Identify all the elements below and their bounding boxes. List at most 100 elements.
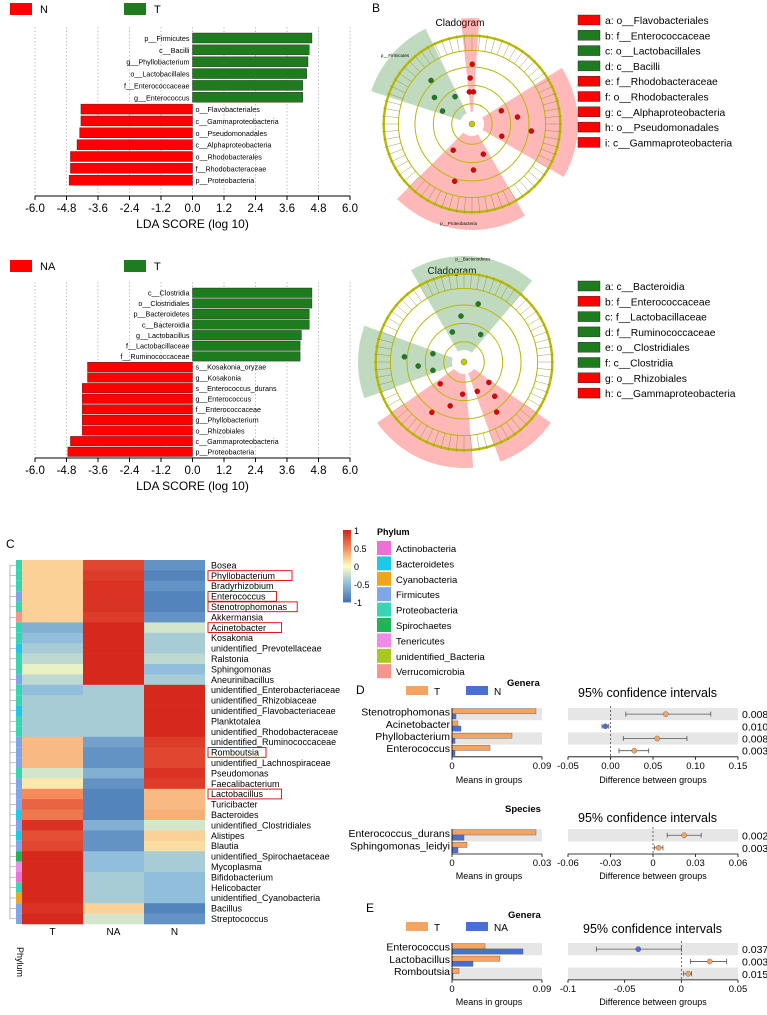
clado-top-node-2-0 [498,108,505,114]
lda-bottom-bar-label-11: f__Enterococcaceae [196,405,262,414]
clado-top-spoke-20 [456,196,460,213]
clado-bottom-node-1-0 [430,367,436,374]
lda-bottom-x-tick-label-3: -2.4 [120,465,140,477]
heatmap-row-label-31: Helicobacter [211,883,261,893]
heatmap-cell-34-2 [144,913,205,925]
clado-top-node-1-2 [469,61,476,67]
lda-top-x-tick-label-8: 3.6 [279,203,295,215]
ci-genera-d-legend-swatch-0 [406,686,428,695]
clado-top-spoke-22 [440,193,448,209]
heatmap-phylum-cell-12 [16,684,22,696]
heatmap-cell-7-0 [22,632,83,644]
clado-top-node-0-0 [439,108,446,114]
lda-bottom-bar-8 [87,372,193,383]
clado-bottom-root [460,358,468,366]
clado-bottom-spoke-5 [530,392,546,401]
heatmap-phylum-cell-7 [16,632,22,644]
clado-top-spoke-3 [543,142,560,148]
ci-genera-e-ci-band-2 [568,967,738,980]
clado-bottom-spoke-2 [536,374,553,378]
clado-bottom-spoke-15 [482,433,488,450]
ci-genera-d-ci-x-tick-label-1: 0.00 [601,761,620,772]
heatmap-colorbar-step-1 [343,532,351,535]
clado-bottom-spoke-29 [390,404,404,414]
heatmap-row-label-32: unidentified_Cyanobacteria [211,893,320,903]
heatmap-phylum-cell-32 [16,892,22,904]
lda-bottom-x-tick-label-5: 0.0 [185,465,201,477]
clado-bottom-spoke-65 [524,310,538,320]
ci-genera-e-bar-x-tick-label-0: 0 [449,984,454,995]
heatmap-cell-27-1 [83,840,144,852]
heatmap-cell-34-1 [83,913,144,925]
clado-bottom-node-3-0 [459,391,466,397]
heatmap-row-label-26: Alistipes [211,831,245,841]
lda-bottom-bar-7 [87,362,193,372]
clado-top-spoke-47 [420,50,430,64]
clado-top-spoke-56 [484,35,488,52]
clado-bottom-spoke-17 [470,435,473,452]
heatmap-phylum-cell-19 [16,757,22,768]
clado-top-spoke-35 [382,130,399,133]
phylum-legend-label-0: Actinobacteria [396,544,457,555]
heatmap-cell-16-2 [144,726,205,738]
clado-bottom-sector-label-0: p__Bacteroidetes [455,256,491,261]
clado-top-legend-label-6: g: c__Alphaproteobacteria [605,108,725,119]
clado-bottom-ring-0 [443,341,485,383]
clado-top-spoke-42 [393,78,409,88]
heatmap-phylum-cell-0 [16,560,22,571]
clado-bottom-node-3-3 [437,381,444,387]
heatmap-colorbar-step-11 [343,552,351,555]
lda-bottom-legend-swatch-0 [10,260,32,272]
panel-label-c: C [6,537,15,551]
lda-top-x-tick-label-3: -2.4 [120,203,140,215]
heatmap-colorbar-step-32 [343,594,351,597]
heatmap-colorbar-tick-4: -1 [354,598,362,608]
heatmap-cell-31-1 [83,882,144,894]
heatmap-colorbar-step-29 [343,588,351,591]
clado-top-legend-swatch-0 [577,14,601,26]
clado-bottom-spoke-12 [500,425,510,441]
clado-top-spoke-24 [426,187,436,203]
lda-bottom-x-tick-label-2: -3.6 [88,465,108,477]
clado-top-node-3-3 [450,147,456,153]
heatmap-cell-30-2 [144,872,205,883]
clado-top-spoke-19 [463,197,466,214]
clado-top-legend-label-4: e: f__Rhodobacteraceae [605,77,718,88]
heatmap-cell-28-2 [144,851,205,862]
clado-bottom-node-1-1 [415,363,421,369]
heatmap-cell-14-2 [144,705,205,717]
heatmap-cell-10-1 [83,664,144,675]
ci-genera-d-bar-T-0 [451,708,537,715]
heatmap-cell-31-2 [144,882,205,894]
ci-genera-e-ci-x-tick-label-0: -0.1 [560,984,576,995]
clado-bottom-legend-label-4: e: o__Clostridiales [605,343,690,354]
clado-top-spoke-26 [413,180,425,194]
heatmap-colorbar-tick-2: 0 [354,562,359,572]
heatmap-row-label-2: Bradyrhizobium [211,581,274,591]
heatmap-row-highlight-6 [207,622,283,633]
heatmap-cell-24-1 [83,809,144,821]
clado-bottom-spoke-69 [535,338,552,344]
heatmap-cell-13-1 [83,695,144,706]
clado-top-spoke-38 [383,108,400,112]
clado-bottom-sector-0 [411,255,533,353]
clado-top-sector-label-3: p__Proteobacteria [440,221,477,226]
clado-top-spoke-29 [398,166,412,176]
heatmap-cell-26-0 [22,830,83,842]
lda-bottom-x-tick-label-6: 1.2 [216,465,232,477]
clado-top-spoke-39 [384,100,401,106]
clado-top-legend-swatch-4 [577,75,601,87]
heatmap-cell-29-1 [83,861,144,873]
heatmap-phylum-cell-26 [16,830,22,841]
clado-top-title: Cladogram [436,18,485,29]
heatmap-cell-7-1 [83,632,144,644]
clado-top-legend-label-5: f: o__Rhodobacterales [605,93,709,104]
clado-top-legend-swatch-5 [577,91,601,102]
ci-genera-d-ci-x-tick-label-0: -0.05 [557,761,579,772]
heatmap-row-label-3: Enterococcus [211,592,266,602]
clado-bottom-node-1-3 [430,350,436,357]
clado-top-spoke-30 [393,160,409,170]
ci-species-d-bar-T-0 [451,829,537,836]
clado-top-spoke-66 [535,78,551,88]
clado-bottom-spoke-31 [382,392,398,401]
